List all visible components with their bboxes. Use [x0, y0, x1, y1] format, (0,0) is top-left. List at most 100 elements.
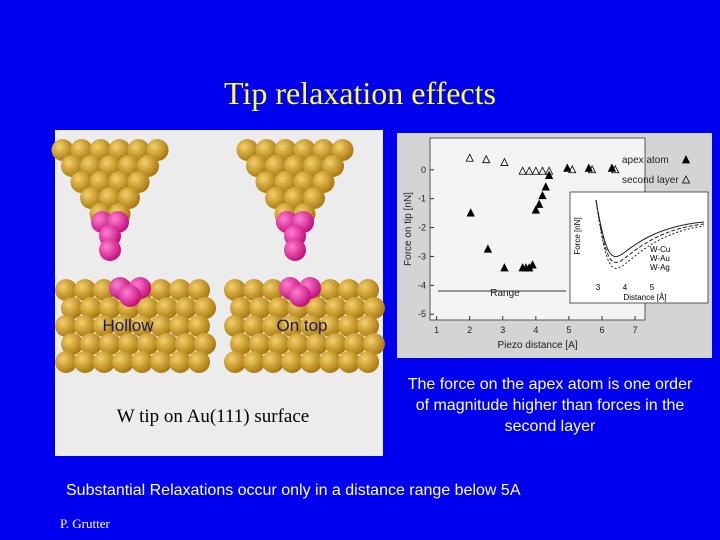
second-layer-point — [568, 164, 577, 174]
inset-curve-label: W-Cu — [650, 245, 670, 254]
atom — [194, 297, 216, 319]
atom — [293, 139, 316, 161]
apex-point — [541, 182, 550, 191]
atom — [118, 187, 140, 209]
atom — [268, 297, 290, 319]
atom — [319, 279, 341, 301]
inset-curve — [595, 199, 705, 258]
atom — [249, 297, 271, 319]
atom — [156, 333, 178, 355]
atom — [188, 351, 210, 373]
atom — [312, 171, 335, 193]
second-layer-point — [465, 153, 474, 162]
atom — [255, 171, 278, 193]
atom — [224, 351, 246, 373]
atom — [188, 279, 210, 301]
atom — [262, 315, 284, 337]
atom — [262, 279, 284, 301]
apex-point — [531, 205, 540, 214]
atom — [325, 297, 347, 319]
legend-label: apex atom — [622, 155, 669, 166]
atom — [243, 315, 265, 337]
atom — [137, 297, 159, 319]
apex-point — [466, 208, 475, 217]
atom — [319, 351, 341, 373]
atoms-illustration — [51, 139, 385, 373]
inset-curve-label: W-Au — [650, 254, 670, 263]
atom — [306, 297, 328, 319]
apex-point — [483, 244, 493, 253]
caption: W tip on Au(111) surface — [117, 406, 309, 427]
atom — [274, 139, 297, 161]
atom — [112, 315, 134, 337]
atom — [93, 351, 115, 373]
atom — [108, 139, 131, 161]
atom — [281, 351, 303, 373]
atom — [99, 297, 121, 319]
atom — [80, 297, 102, 319]
second-layer-point — [611, 164, 620, 174]
legend-marker — [681, 175, 691, 184]
y-tick-label: -3 — [418, 251, 426, 261]
atom — [344, 333, 366, 355]
atom — [224, 315, 246, 337]
x-tick-label: 7 — [633, 325, 638, 335]
atom — [93, 315, 115, 337]
atom — [284, 155, 306, 177]
title: Tip relaxation effects — [224, 75, 496, 111]
summary: Substantial Relaxations occur only in a … — [66, 482, 521, 499]
atom — [312, 139, 335, 161]
second-layer-point — [525, 166, 534, 175]
atom — [150, 351, 172, 373]
atom — [112, 351, 134, 373]
atom — [55, 315, 77, 337]
y-tick-label: -5 — [418, 309, 426, 319]
apex-point — [535, 199, 544, 208]
atom — [74, 315, 96, 337]
ontop-label: On top — [276, 316, 327, 335]
y-axis-label: Force on tip [nN] — [403, 192, 414, 266]
atom — [300, 351, 322, 373]
atom — [331, 139, 354, 161]
apex-point — [538, 190, 547, 200]
second-layer-point — [518, 166, 527, 175]
atom — [61, 297, 83, 319]
x-tick-label: 1 — [434, 325, 439, 335]
second-layer-point — [587, 164, 597, 174]
atom — [224, 279, 246, 301]
atom — [137, 155, 159, 177]
atom — [357, 315, 379, 337]
atom — [338, 351, 360, 373]
legend-label: second layer — [622, 175, 679, 186]
atom — [118, 155, 140, 177]
atom — [93, 279, 115, 301]
y-tick-label: -4 — [418, 280, 426, 290]
atom — [322, 155, 344, 177]
atom — [265, 155, 287, 177]
inset — [569, 191, 709, 304]
atom — [74, 351, 96, 373]
atom — [357, 351, 379, 373]
atom — [338, 279, 360, 301]
second-layer-point — [538, 166, 547, 175]
atom — [262, 351, 284, 373]
atom — [230, 297, 252, 319]
atom — [284, 187, 306, 209]
legend-marker — [681, 155, 691, 164]
atom — [303, 155, 325, 177]
atom — [169, 279, 191, 301]
atom — [363, 333, 385, 355]
y-tick-label: -2 — [418, 223, 426, 233]
atom — [265, 187, 287, 209]
atom — [70, 139, 93, 161]
atom — [236, 139, 259, 161]
atom — [338, 315, 360, 337]
atom — [74, 279, 96, 301]
atom — [300, 315, 322, 337]
inset-x-tick: 4 — [623, 283, 628, 292]
second-layer-point — [544, 166, 554, 175]
inset-x-label: Distance [Å] — [623, 293, 666, 302]
x-tick-label: 6 — [599, 325, 604, 335]
second-layer-point — [531, 166, 540, 175]
